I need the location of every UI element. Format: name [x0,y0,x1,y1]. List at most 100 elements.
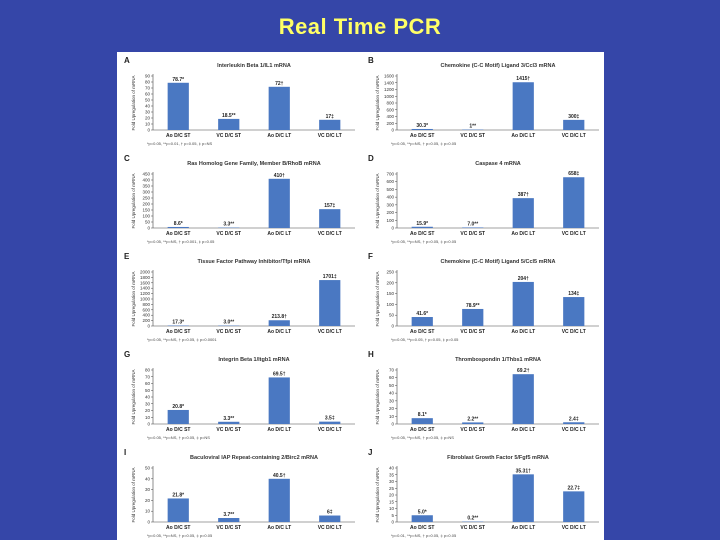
y-tick-label-c: 400 [142,178,150,183]
y-tick-label-h: 60 [389,375,395,380]
y-tick-label-b: 200 [386,121,394,126]
y-tick-label-b: 0 [391,128,394,133]
x-tick-label-d-4: VC D/C LT [562,231,586,237]
footnote-a: *p=0.05, **p=0.01, † p=0.05, ‡ p=NS [147,141,212,146]
y-tick-label-h: 10 [389,414,395,419]
data-label-a-2: 18.5** [222,113,236,119]
y-tick-label-d: 600 [386,179,394,184]
y-axis-label-c: Fold Upregulation of mRNA [131,173,136,228]
y-tick-label-e: 600 [142,307,150,312]
bar-i-2 [218,518,240,522]
x-tick-label-b-4: VC D/C LT [562,133,586,139]
data-label-h-3: 69.2† [517,368,530,374]
data-label-h-2: 2.2** [467,416,478,422]
data-label-e-1: 17.3* [172,320,184,326]
data-label-g-3: 69.5† [273,371,286,377]
y-tick-label-h: 30 [389,398,395,403]
data-label-g-2: 3.3** [223,416,234,422]
panel-label-i: I [124,448,126,457]
footnote-e: *p=0.05, **p=NS, † p=0.05, ‡ p=0.0001 [147,337,217,342]
data-label-e-4: 1701‡ [323,274,337,280]
y-tick-label-a: 80 [145,80,151,85]
y-tick-label-d: 400 [386,195,394,200]
bar-e-3 [268,320,290,326]
panel-title-j: Fibroblast Growth Factor 5/Fgf5 mRNA [447,455,549,461]
y-tick-label-i: 20 [145,498,151,503]
y-tick-label-g: 10 [145,415,151,420]
panel-title-a: Interleukin Beta 1/IL1 mRNA [217,63,291,69]
bar-f-2 [462,308,484,326]
bar-a-1 [167,82,189,130]
data-label-e-3: 213.8† [272,314,288,320]
y-tick-label-f: 200 [386,280,394,285]
footnote-i: *p=0.05, **p=NS, † p=0.05, ‡ p=0.05 [147,533,213,538]
y-tick-label-a: 30 [145,110,151,115]
y-tick-label-d: 700 [386,172,394,177]
x-tick-label-g-4: VC D/C LT [318,427,342,433]
data-label-c-1: 8.6* [174,221,183,227]
x-tick-label-j-1: Ao D/C ST [410,525,434,531]
y-axis-label-a: Fold Upregulation of mRNA [131,75,136,130]
y-tick-label-b: 1600 [384,74,395,79]
bar-d-1 [411,226,433,228]
y-tick-label-e: 1200 [140,291,151,296]
x-tick-label-i-4: VC D/C LT [318,525,342,531]
data-label-i-1: 21.8* [172,492,184,498]
footnote-b: *p=0.05, **p=NS, † p=0.05, ‡ p=0.05 [391,141,457,146]
panel-title-i: Baculoviral IAP Repeat-containing 2/Birc… [190,455,318,461]
x-tick-label-i-2: VC D/C ST [216,525,241,531]
y-tick-label-e: 200 [142,318,150,323]
bar-b-1 [411,128,433,130]
y-tick-label-e: 800 [142,302,150,307]
y-tick-label-h: 20 [389,406,395,411]
x-tick-label-f-1: Ao D/C ST [410,329,434,335]
y-tick-label-j: 30 [389,479,395,484]
y-tick-label-a: 90 [145,74,151,79]
bar-a-2 [218,118,240,130]
y-tick-label-f: 250 [386,270,394,275]
y-tick-label-i: 10 [145,509,151,514]
y-tick-label-e: 1600 [140,280,151,285]
y-axis-label-g: Fold Upregulation of mRNA [131,369,136,424]
panel-title-c: Ras Homolog Gene Family, Member B/RhoB m… [187,161,320,167]
data-label-d-2: 7.0** [467,221,478,227]
y-axis-label-b: Fold Upregulation of mRNA [375,75,380,130]
data-label-f-2: 78.9** [466,303,480,309]
y-tick-label-h: 70 [389,368,395,373]
y-tick-label-a: 10 [145,122,151,127]
data-label-i-2: 3.7** [223,512,234,518]
x-tick-label-e-3: Ao D/C LT [267,329,291,335]
y-tick-label-j: 40 [389,466,395,471]
bar-c-1 [167,226,189,228]
y-tick-label-a: 40 [145,104,151,109]
x-tick-label-c-3: Ao D/C LT [267,231,291,237]
bar-h-3 [512,374,534,424]
x-tick-label-h-1: Ao D/C ST [410,427,434,433]
panel-label-b: B [368,56,374,65]
x-tick-label-a-2: VC D/C ST [216,133,241,139]
x-tick-label-i-1: Ao D/C ST [166,525,190,531]
x-tick-label-d-2: VC D/C ST [460,231,485,237]
y-tick-label-e: 400 [142,313,150,318]
y-tick-label-e: 1000 [140,297,151,302]
y-tick-label-g: 60 [145,381,151,386]
y-tick-label-g: 80 [145,368,151,373]
y-tick-label-c: 100 [142,214,150,219]
y-axis-label-j: Fold Upregulation of mRNA [375,467,380,522]
x-tick-label-b-1: Ao D/C ST [410,133,434,139]
x-tick-label-f-4: VC D/C LT [562,329,586,335]
y-tick-label-j: 15 [389,499,395,504]
bar-b-3 [512,82,534,130]
data-label-d-1: 15.9* [416,221,428,227]
data-label-a-4: 17‡ [326,114,335,120]
footnote-h: *p=0.05, **p=NS, † p=0.05, ‡ p=NS [391,435,454,440]
bar-a-4 [319,119,341,130]
y-tick-label-e: 1800 [140,275,151,280]
data-label-b-3: 1415† [516,76,530,82]
x-tick-label-j-4: VC D/C LT [562,525,586,531]
bar-f-4 [563,297,585,326]
figure-sheet: A Interleukin Beta 1/IL1 mRNA Fold Upregul… [117,52,604,540]
y-tick-label-g: 20 [145,408,151,413]
y-tick-label-d: 100 [386,218,394,223]
bar-j-1 [411,515,433,522]
